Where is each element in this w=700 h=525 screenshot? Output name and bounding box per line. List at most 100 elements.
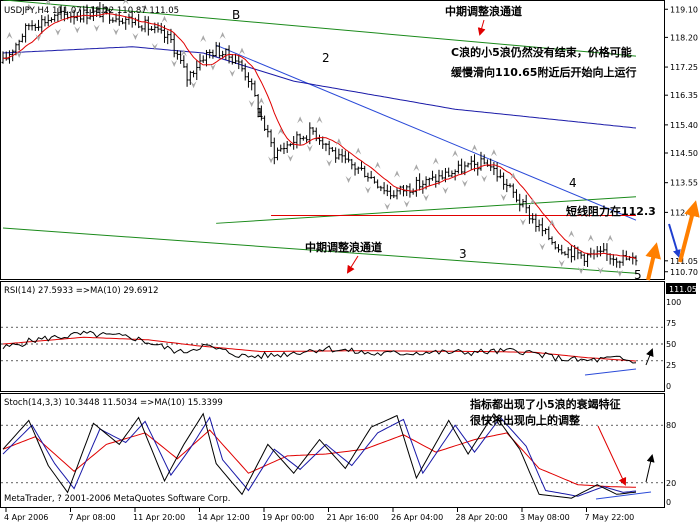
price-tick-label: 110.70 — [670, 268, 698, 277]
current-price-value: 111.05 — [669, 285, 697, 294]
resistance-text: 短线阻力在112.3 — [566, 204, 656, 218]
fractal-arrow — [316, 116, 323, 124]
fractal-arrow — [510, 172, 517, 180]
indicator-text-2: 很快将出现向上的调整 — [469, 413, 580, 427]
fractal-arrow — [54, 28, 61, 36]
fractal-arrow — [578, 266, 585, 274]
forecast-text-2: 缓慢滑向110.65附近后开始向上运行 — [451, 65, 636, 79]
ma-red-line — [2, 12, 637, 260]
price-tick-label: 112.60 — [670, 208, 698, 217]
stoch-d-line — [2, 416, 637, 497]
fractal-arrow — [423, 194, 430, 202]
stoch-k-line — [2, 412, 637, 499]
fractal-arrow — [481, 175, 488, 183]
fractal-arrow — [326, 159, 333, 167]
fractal-arrow — [607, 234, 614, 242]
fractal-arrow — [539, 243, 546, 251]
price-tick-label: 118.20 — [670, 33, 698, 42]
axis-labels: 119.10 118.20 117.25 116.35 115.40 114.50 113.… — [4, 5, 698, 522]
fractal-arrow — [35, 34, 42, 42]
fractal-arrow — [471, 144, 478, 152]
channel-mid-line — [216, 196, 637, 224]
fractal-arrow — [151, 43, 158, 51]
forecast-text-1: C浪的小5浪仍然没有结束，价格可能 — [451, 45, 632, 59]
stoch-tick-label: 80 — [666, 421, 676, 430]
fractal-arrow — [335, 138, 342, 146]
wave-label-5: 5 — [634, 268, 642, 282]
channel-label-mid: 中期调整浪通道 — [305, 240, 382, 254]
x-tick-label: 4 Apr 2006 — [4, 513, 48, 522]
price-header: USDJPY,H4 111.07 111.22 110.87 111.05 — [4, 6, 179, 16]
stoch-tick-label: 20 — [666, 479, 676, 488]
price-tick-label: 115.40 — [670, 121, 698, 130]
wave-label-2: 2 — [322, 51, 330, 65]
fractal-arrow — [568, 230, 575, 238]
x-tick-label: 11 Apr 20:00 — [133, 513, 185, 522]
copyright-text: MetaTrader, ? 2001-2006 MetaQuotes Softw… — [4, 494, 231, 504]
stoch-pane — [0, 393, 665, 508]
rsi-up-arrow — [645, 348, 654, 366]
x-tick-label: 7 May 22:00 — [585, 513, 635, 522]
fractal-arrow — [219, 32, 226, 39]
fractal-arrow — [209, 63, 216, 71]
fractal-arrow — [6, 32, 13, 39]
fractal-arrow — [297, 116, 304, 124]
fractal-arrow — [345, 175, 352, 183]
stoch-trendline — [595, 491, 652, 500]
x-tick-label: 3 May 08:00 — [520, 513, 570, 522]
fractal-arrow — [529, 198, 536, 206]
fractal-arrow — [229, 69, 236, 77]
rsi-tick-label: 100 — [666, 298, 681, 307]
fractal-arrow — [403, 200, 410, 208]
fractal-arrow — [616, 269, 623, 277]
fractal-arrow — [200, 35, 207, 43]
fractal-arrow — [490, 149, 497, 157]
fractal-arrow — [442, 186, 449, 194]
indicator-text-1: 指标都出现了小5浪的衰竭特征 — [470, 397, 621, 411]
fractal-arrow — [248, 100, 255, 108]
x-tick-label: 28 Apr 20:00 — [456, 513, 508, 522]
fractal-arrow — [549, 219, 556, 227]
fractal-arrow — [394, 170, 401, 178]
rsi-tick-label: 50 — [666, 340, 676, 349]
fractal-arrow — [122, 0, 129, 5]
fractal-arrow — [93, 24, 100, 32]
channel-mid-arrow — [346, 255, 359, 274]
fractal-arrow — [64, 0, 71, 1]
fractal-arrow — [142, 4, 149, 12]
rsi-tick-label: 75 — [666, 319, 676, 328]
rsi-ma-line — [2, 336, 637, 362]
price-tick-label: 113.55 — [670, 179, 698, 188]
fractal-arrow — [364, 186, 371, 194]
fractal-arrow — [597, 266, 604, 274]
fractal-arrow — [258, 97, 265, 105]
fractal-arrow — [268, 156, 275, 164]
channel-upper-line — [2, 0, 637, 57]
price-tick-label: 117.25 — [670, 63, 698, 72]
fractal-arrow — [113, 28, 120, 36]
gridlines — [1, 326, 664, 484]
ma-blue-line — [2, 46, 637, 129]
rsi-line — [2, 330, 637, 364]
rsi-trendline — [584, 368, 637, 376]
rsi-tick-label: 25 — [666, 361, 676, 370]
fractal-arrow — [45, 0, 52, 6]
price-tick-label: 116.35 — [670, 91, 698, 100]
x-tick-label: 21 Apr 16:00 — [327, 513, 379, 522]
rsi-header: RSI(14) 27.5933 =>MA(10) 29.6912 — [4, 286, 159, 296]
stoch-header: Stoch(14,3,3) 10.3448 11.5034 =>MA(10) 1… — [4, 398, 223, 408]
fractal-arrow — [16, 50, 23, 58]
stoch-ma-line — [2, 429, 637, 488]
wave-label-3: 3 — [459, 247, 467, 261]
fractal-arrow — [74, 26, 81, 34]
fractal-arrow — [171, 60, 178, 67]
fractal-arrow — [180, 49, 187, 57]
fractal-arrow — [519, 218, 526, 226]
price-tick-label: 111.05 — [670, 257, 698, 266]
x-tick-label: 7 Apr 08:00 — [69, 513, 116, 522]
fractal-arrow — [355, 147, 362, 155]
fractal-arrow — [238, 47, 245, 55]
price-layer — [1, 0, 638, 277]
forecast-up-arrow-2 — [678, 200, 700, 263]
